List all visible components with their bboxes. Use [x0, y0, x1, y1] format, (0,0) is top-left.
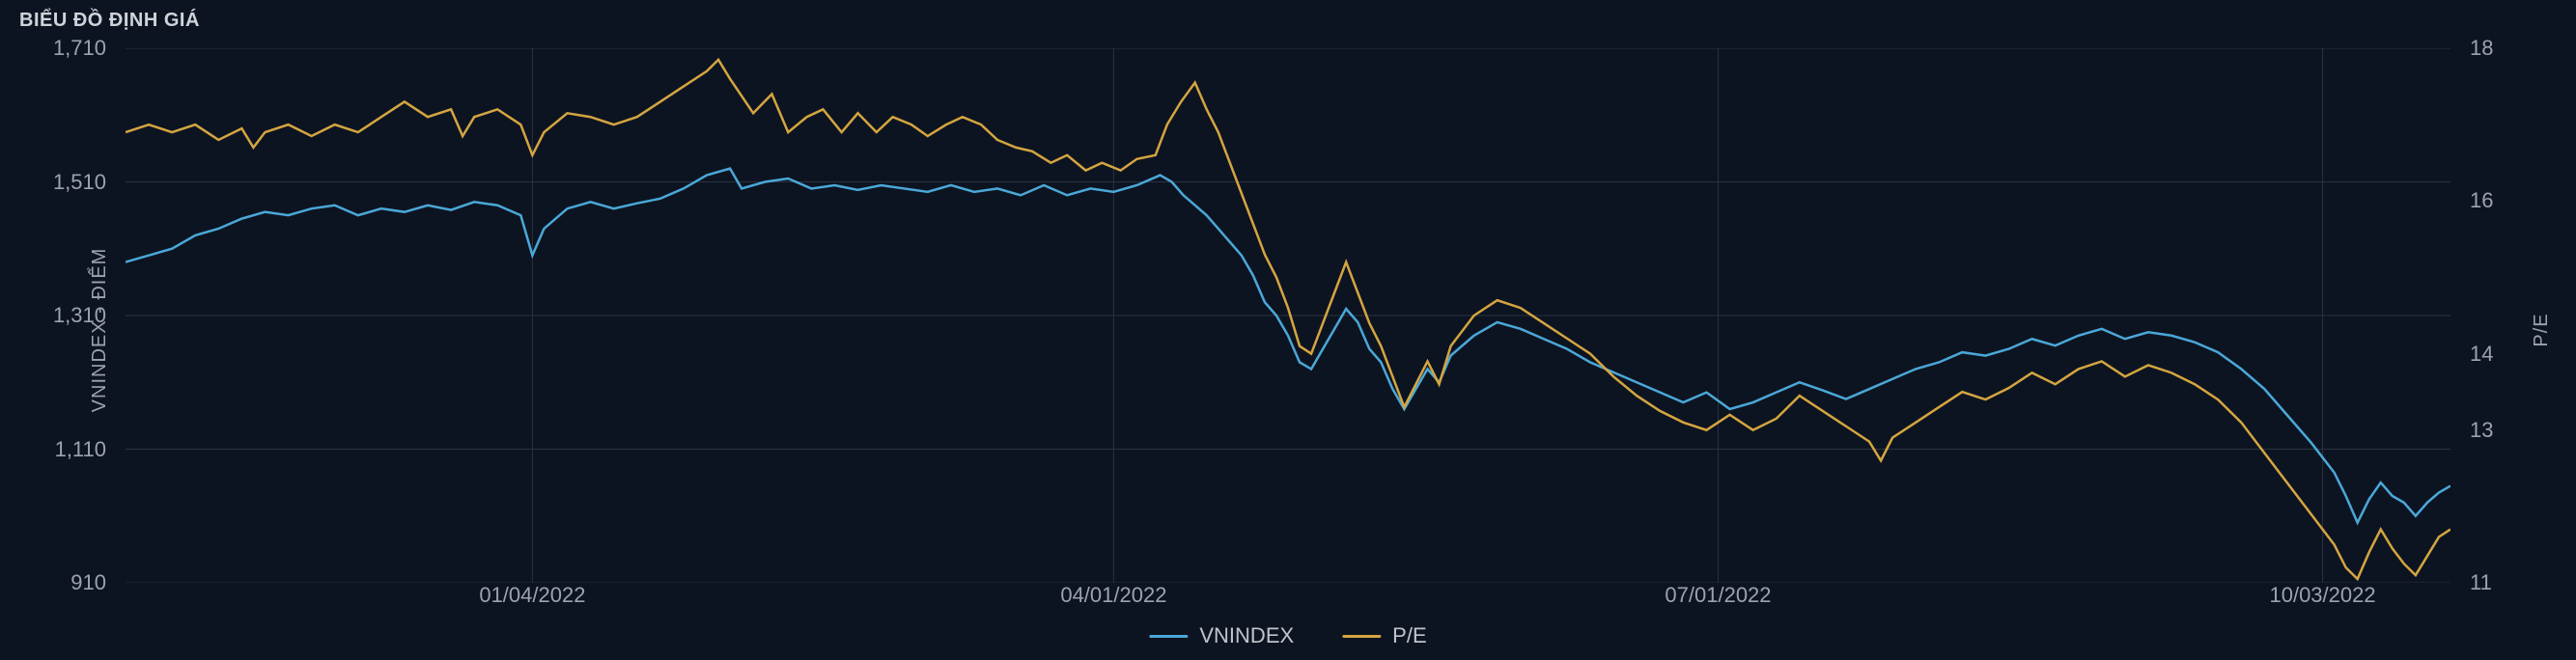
- y-axis-left: 9101,1101,3101,5101,710: [39, 48, 116, 583]
- y-right-tick: 13: [2470, 418, 2493, 443]
- legend-item: P/E: [1342, 623, 1426, 648]
- x-tick: 04/01/2022: [1060, 583, 1166, 608]
- legend: VNINDEX P/E: [1149, 623, 1426, 648]
- legend-swatch: [1342, 635, 1381, 638]
- y-right-tick: 18: [2470, 36, 2493, 61]
- series-p/e: [126, 60, 2450, 579]
- y-left-tick: 1,110: [55, 437, 106, 462]
- y-left-tick: 1,710: [53, 36, 106, 61]
- chart-plot-area: [126, 48, 2450, 583]
- series-vnindex: [126, 169, 2450, 523]
- legend-swatch: [1149, 635, 1188, 638]
- x-tick: 07/01/2022: [1665, 583, 1771, 608]
- x-tick: 01/04/2022: [479, 583, 585, 608]
- chart-title: BIỂU ĐỒ ĐỊNH GIÁ: [19, 10, 200, 32]
- y-axis-right: 1113141618: [2460, 48, 2537, 583]
- y-right-tick: 11: [2470, 570, 2492, 595]
- legend-item: VNINDEX: [1149, 623, 1294, 648]
- x-tick: 10/03/2022: [2269, 583, 2375, 608]
- legend-label: VNINDEX: [1199, 623, 1294, 648]
- y-left-tick: 910: [70, 570, 106, 595]
- legend-label: P/E: [1392, 623, 1426, 648]
- chart-svg: [126, 48, 2450, 583]
- y-left-tick: 1,510: [53, 170, 106, 195]
- y-left-tick: 1,310: [53, 303, 106, 328]
- y-right-tick: 14: [2470, 342, 2493, 367]
- x-axis: 01/04/2022 04/01/2022 07/01/2022 10/03/2022: [126, 583, 2450, 612]
- y-right-tick: 16: [2470, 188, 2493, 213]
